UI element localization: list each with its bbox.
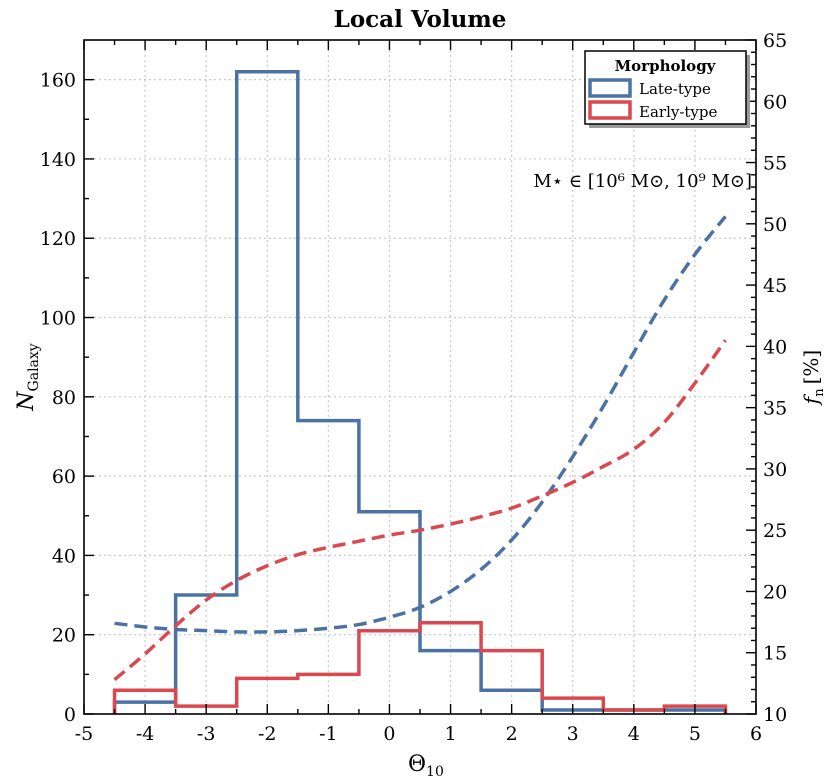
y2-tick-label: 40 <box>763 336 787 358</box>
fraction-curve-early-type <box>113 339 727 682</box>
x-axis-label-sub: 10 <box>426 764 444 780</box>
axis-ticks <box>83 39 757 715</box>
x-tick-label: -2 <box>258 723 277 745</box>
y-axis-label-sub: Galaxy <box>26 343 42 391</box>
x-tick-label: 4 <box>628 723 640 745</box>
y2-axis-label-unit: [%] <box>799 350 823 385</box>
y2-tick-label: 55 <box>763 153 787 175</box>
y2-tick-labels: 10 15 20 25 30 35 40 45 50 55 60 65 <box>763 30 787 726</box>
legend-label-early-type: Early-type <box>639 103 718 121</box>
chart-title: Local Volume <box>334 6 507 33</box>
y-tick-label: 60 <box>52 466 76 488</box>
y2-axis-label-sub: n <box>812 388 827 397</box>
legend: Morphology Late-type Early-type <box>584 50 750 128</box>
legend-swatch-early-type <box>588 100 632 120</box>
fraction-curve-late-type <box>114 215 727 634</box>
legend-swatch-late-type <box>588 78 632 98</box>
x-tick-label: -1 <box>319 723 338 745</box>
y2-tick-label: 45 <box>763 275 787 297</box>
x-tick-label: -5 <box>75 723 94 745</box>
x-tick-label: 0 <box>383 723 395 745</box>
legend-box <box>584 50 747 125</box>
x-tick-label: 1 <box>444 723 456 745</box>
y-tick-label: 100 <box>40 308 76 330</box>
histogram-bars <box>112 69 728 714</box>
y-axis-label: NGalaxy <box>14 343 42 412</box>
mass-range-annotation: M⋆ ∈ [10⁶ M⊙, 10⁹ M⊙] <box>533 171 752 192</box>
y-axis-label-main: N <box>14 391 39 412</box>
x-axis-label-main: Θ <box>408 752 426 777</box>
y-tick-label: 120 <box>40 228 76 250</box>
x-tick-label: 5 <box>689 723 701 745</box>
x-tick-label: 2 <box>506 723 518 745</box>
y2-tick-label: 10 <box>763 704 787 726</box>
y2-tick-label: 50 <box>763 214 787 236</box>
histogram-late-type <box>112 69 728 714</box>
y-tick-label: 20 <box>52 625 76 647</box>
fraction-curves <box>113 215 727 682</box>
y2-tick-label: 15 <box>763 643 787 665</box>
grid <box>84 40 756 714</box>
y-tick-label: 80 <box>52 387 76 409</box>
y2-tick-label: 60 <box>763 91 787 113</box>
legend-title: Morphology <box>615 57 717 75</box>
x-tick-label: 6 <box>750 723 762 745</box>
x-axis-label: Θ10 <box>408 752 444 780</box>
y-tick-labels: 0 20 40 60 80 100 120 140 160 <box>40 70 76 726</box>
y2-tick-label: 30 <box>763 459 787 481</box>
y2-tick-label: 35 <box>763 398 787 420</box>
y-tick-label: 40 <box>52 545 76 567</box>
y2-tick-label: 25 <box>763 520 787 542</box>
y-tick-label: 140 <box>40 149 76 171</box>
y2-tick-label: 20 <box>763 581 787 603</box>
y-tick-label: 0 <box>64 704 76 726</box>
y-tick-label: 160 <box>40 70 76 92</box>
legend-label-late-type: Late-type <box>639 80 711 98</box>
y2-axis-label: fn[%] <box>799 350 827 406</box>
x-tick-label: 3 <box>567 723 579 745</box>
y2-tick-label: 65 <box>763 30 787 52</box>
x-tick-labels: -5 -4 -3 -2 -1 0 1 2 3 4 5 6 <box>75 723 762 745</box>
x-tick-label: -4 <box>136 723 155 745</box>
x-tick-label: -3 <box>197 723 216 745</box>
